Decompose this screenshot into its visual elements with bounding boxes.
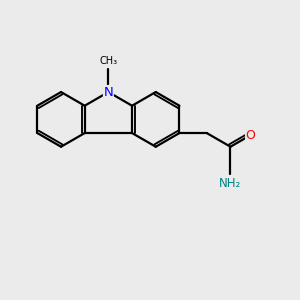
Text: O: O (246, 129, 256, 142)
Text: NH₂: NH₂ (219, 177, 242, 190)
Text: CH₃: CH₃ (99, 56, 118, 66)
Text: N: N (103, 85, 113, 98)
